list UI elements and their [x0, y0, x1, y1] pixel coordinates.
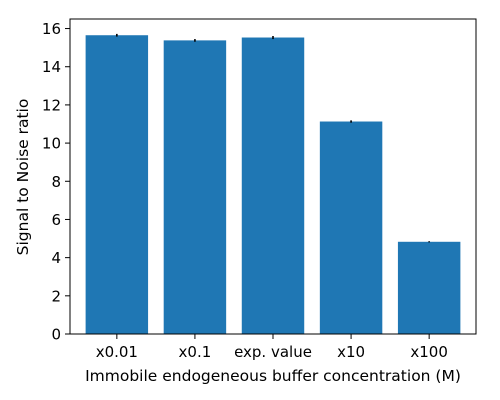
y-tick-label-4: 8 [51, 173, 61, 191]
x-axis: x0.01 x0.1 exp. value x10 x100 [96, 334, 448, 361]
bar-1 [163, 40, 227, 335]
x-tick-label-0: x0.01 [96, 343, 138, 361]
x-axis-title: Immobile endogeneous buffer concentratio… [85, 367, 461, 385]
y-tick-label-8: 16 [42, 20, 61, 38]
bar-3 [319, 121, 383, 334]
y-tick-label-5: 10 [42, 135, 61, 153]
bar-4 [397, 241, 461, 334]
y-tick-label-2: 4 [51, 249, 61, 267]
y-tick-label-1: 2 [51, 287, 61, 305]
y-tick-label-6: 12 [42, 96, 61, 114]
error-bars-layer [116, 33, 430, 243]
bars-layer [85, 35, 461, 335]
y-axis-title: Signal to Noise ratio [14, 99, 32, 256]
y-tick-label-0: 0 [51, 326, 61, 344]
x-tick-label-2: exp. value [234, 343, 312, 361]
x-tick-label-4: x100 [410, 343, 448, 361]
y-tick-label-7: 14 [42, 58, 61, 76]
x-tick-label-1: x0.1 [179, 343, 212, 361]
bar-0 [85, 35, 149, 335]
y-tick-label-3: 6 [51, 211, 61, 229]
bar-2 [241, 37, 305, 334]
y-axis: 0 2 4 6 8 10 12 14 16 [42, 20, 70, 344]
x-tick-label-3: x10 [337, 343, 365, 361]
